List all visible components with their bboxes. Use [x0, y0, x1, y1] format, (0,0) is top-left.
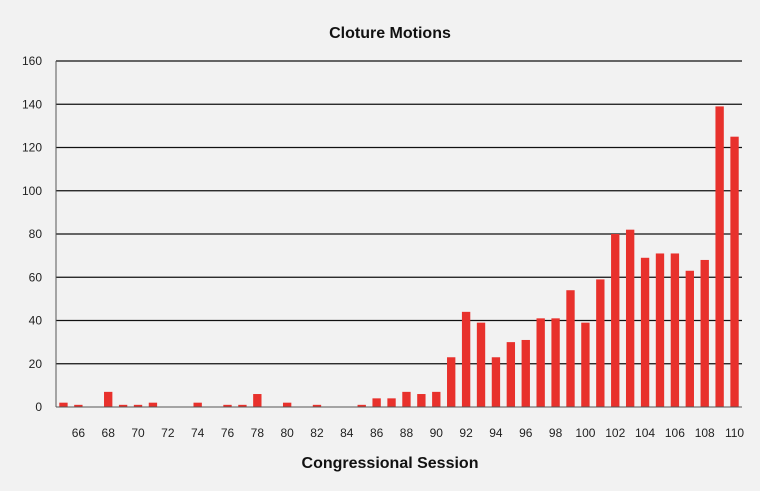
y-tick-label: 80	[29, 227, 43, 241]
x-tick-label: 94	[489, 426, 503, 440]
bar-session-105	[655, 253, 665, 407]
x-tick-label: 106	[665, 426, 685, 440]
x-tick-label: 82	[310, 426, 324, 440]
bar-session-103	[625, 229, 635, 407]
y-tick-label: 20	[29, 357, 43, 371]
x-tick-label: 68	[102, 426, 116, 440]
y-tick-label: 60	[29, 270, 43, 284]
bar-session-88	[402, 391, 411, 407]
x-tick-label: 110	[725, 426, 744, 440]
bar-session-82	[312, 404, 322, 407]
x-tick-label: 98	[549, 426, 563, 440]
bar-session-68	[104, 391, 113, 407]
x-tick-label: 80	[280, 426, 294, 440]
bar-session-70	[133, 404, 143, 407]
x-tick-label: 92	[459, 426, 473, 440]
bar-session-98	[551, 318, 560, 407]
bar-session-66	[74, 404, 83, 407]
bar-session-76	[223, 404, 232, 407]
x-tick-label: 96	[519, 426, 533, 440]
bar-session-107	[685, 270, 694, 407]
x-tick-label: 78	[251, 426, 265, 440]
bar-session-92	[461, 311, 471, 407]
bar-session-90	[432, 391, 441, 407]
bar-session-102	[611, 234, 620, 407]
y-tick-label: 0	[35, 400, 42, 414]
x-tick-label: 108	[695, 426, 715, 440]
bar-session-89	[417, 394, 426, 407]
bar-session-86	[372, 398, 381, 407]
bar-session-93	[476, 322, 486, 407]
bar-session-95	[506, 342, 516, 407]
bar-session-97	[536, 318, 545, 407]
bar-session-87	[387, 398, 396, 407]
x-tick-label: 88	[400, 426, 414, 440]
bar-session-85	[357, 404, 366, 407]
bar-session-100	[581, 322, 590, 407]
bar-session-109	[715, 106, 724, 407]
bar-series	[59, 106, 739, 407]
x-axis-label: Congressional Session	[302, 455, 479, 472]
y-tick-label: 140	[22, 97, 42, 111]
x-tick-label: 72	[161, 426, 175, 440]
bar-session-71	[148, 402, 158, 407]
bar-session-106	[670, 253, 680, 407]
x-tick-label: 102	[605, 426, 625, 440]
bar-session-69	[118, 404, 128, 407]
chart-title: Cloture Motions	[329, 25, 451, 42]
y-tick-label: 100	[22, 184, 42, 198]
bar-session-101	[596, 279, 605, 407]
x-tick-label: 86	[370, 426, 384, 440]
x-tick-label: 76	[221, 426, 235, 440]
x-axis-ticks: 66 68 70 72 74 76 78 80 82 84 86 88 90 92 94 96 98 100 102…	[72, 426, 745, 440]
x-tick-label: 84	[340, 426, 354, 440]
y-tick-label: 40	[29, 314, 43, 328]
x-tick-label: 70	[131, 426, 145, 440]
y-tick-label: 160	[22, 54, 42, 68]
bar-session-74	[193, 402, 202, 407]
bar-session-80	[282, 402, 292, 407]
bar-session-110	[730, 136, 739, 407]
x-tick-label: 66	[72, 426, 86, 440]
bar-session-99	[566, 290, 575, 407]
bar-session-94	[491, 357, 501, 407]
gridlines	[56, 60, 742, 365]
bar-session-104	[640, 257, 650, 407]
bar-session-65	[59, 402, 68, 407]
x-tick-label: 74	[191, 426, 205, 440]
bar-session-108	[700, 259, 709, 407]
y-axis-ticks: 0 20 40 60 80 100 120 140 160	[22, 54, 42, 414]
bar-session-78	[253, 394, 262, 407]
x-tick-label: 90	[430, 426, 444, 440]
x-tick-label: 104	[635, 426, 655, 440]
bar-session-91	[447, 357, 456, 407]
x-tick-label: 100	[575, 426, 595, 440]
y-tick-label: 120	[22, 141, 42, 155]
bar-session-96	[521, 339, 530, 407]
bar-session-77	[238, 404, 247, 407]
